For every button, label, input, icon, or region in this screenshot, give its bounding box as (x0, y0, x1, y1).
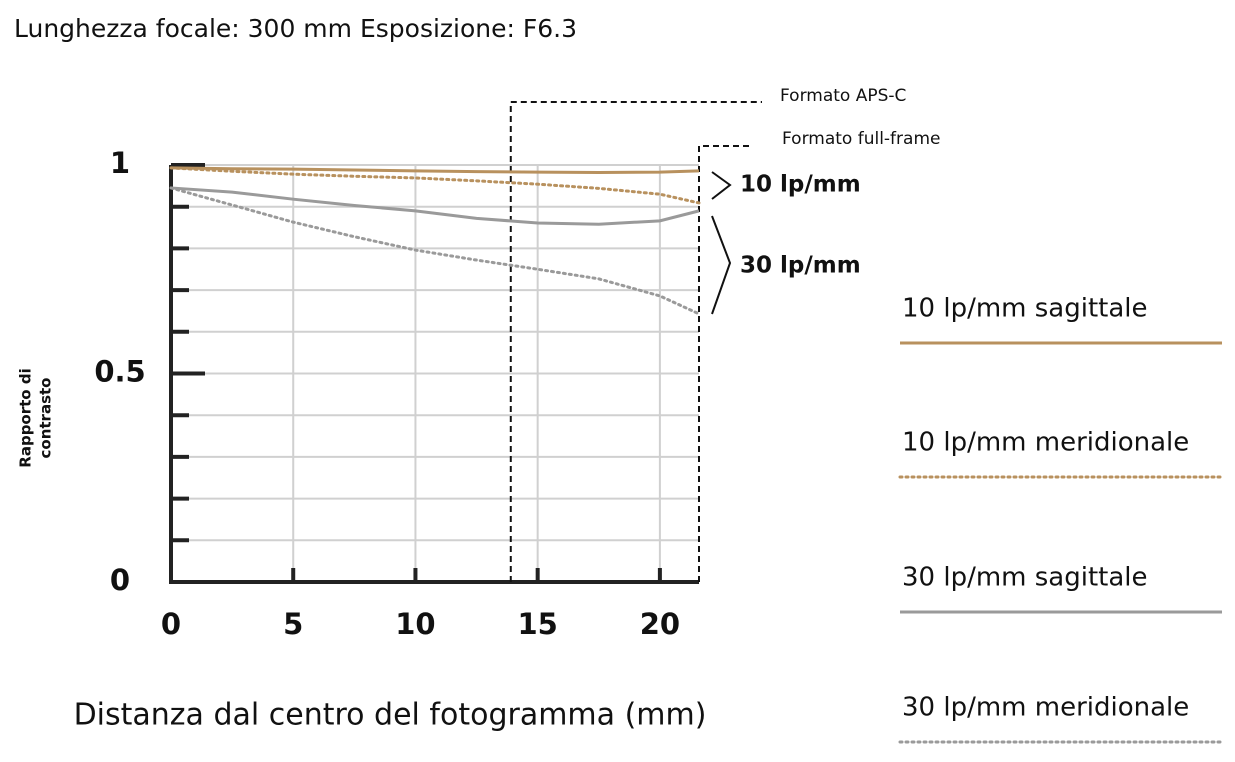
y-tick-label: 0 (110, 563, 130, 597)
y-tick-label: 0.5 (94, 355, 145, 389)
bracket (711, 171, 732, 200)
legend-label: 30 lp/mm meridionale (902, 693, 1189, 723)
x-tick-label: 0 (161, 607, 181, 641)
y-axis-label-line: Rapporto di (17, 368, 35, 467)
group-label: 30 lp/mm (740, 253, 861, 279)
format-line (509, 101, 762, 582)
y-axis-label: Rapporto di contrasto (17, 368, 55, 467)
x-tick-label: 20 (640, 607, 680, 641)
format-label: Formato full-frame (782, 129, 940, 149)
legend-label: 30 lp/mm sagittale (902, 563, 1148, 593)
series-line (169, 166, 701, 205)
x-tick-label: 15 (517, 607, 557, 641)
format-line (698, 145, 752, 582)
group-label: 10 lp/mm (740, 172, 861, 198)
series-line (170, 186, 700, 226)
chart-title: Lunghezza focale: 300 mm Esposizione: F6… (14, 14, 577, 43)
legend-label: 10 lp/mm meridionale (902, 428, 1189, 458)
x-axis-label: Distanza dal centro del fotogramma (mm) (74, 698, 707, 733)
series-line (170, 166, 700, 175)
x-tick-label: 10 (395, 607, 435, 641)
legend-label: 10 lp/mm sagittale (902, 294, 1148, 324)
x-tick-label: 5 (283, 607, 303, 641)
bracket (711, 215, 732, 315)
format-label: Formato APS-C (780, 86, 906, 106)
y-axis-label-line: contrasto (37, 378, 55, 459)
y-tick-label: 1 (110, 146, 130, 180)
series-line (169, 186, 701, 316)
